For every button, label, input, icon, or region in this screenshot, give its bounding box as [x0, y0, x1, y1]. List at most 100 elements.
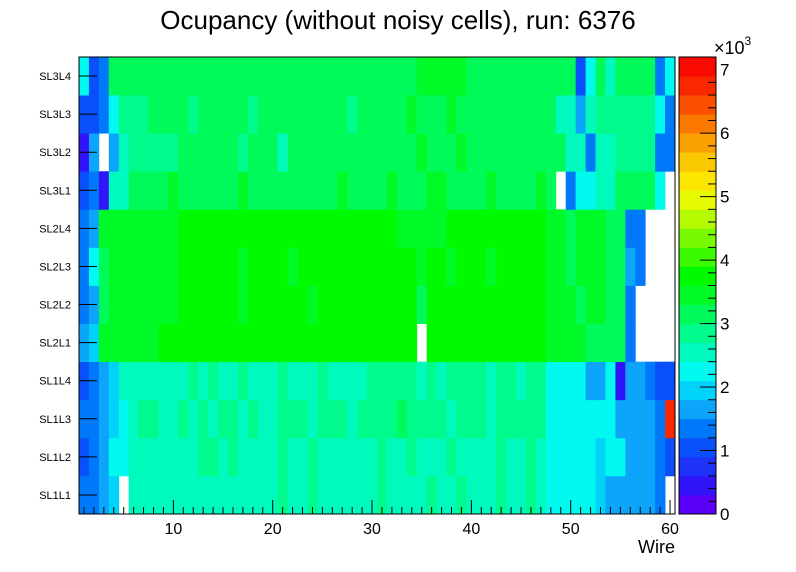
heatmap-cell [168, 475, 179, 515]
heatmap-cell [327, 361, 338, 401]
heatmap-cell [625, 133, 636, 172]
heatmap-cell [555, 437, 567, 477]
heatmap-cell [545, 437, 557, 477]
heatmap-cell [466, 247, 477, 286]
heatmap-cell [416, 361, 428, 401]
heatmap-cell [307, 437, 318, 477]
heatmap-cell [337, 95, 348, 134]
heatmap-cell [148, 399, 159, 439]
heatmap-cell [208, 399, 219, 439]
heatmap-cell [198, 209, 209, 248]
heatmap-cell [496, 399, 507, 439]
heatmap-cell [386, 95, 398, 134]
heatmap-cell [535, 247, 547, 286]
heatmap-cell [287, 57, 298, 96]
color-scale-swatch [679, 323, 716, 344]
heatmap-cell [257, 171, 269, 210]
heatmap-cell [188, 361, 199, 401]
heatmap-cell [585, 475, 596, 515]
heatmap-cell [585, 285, 596, 324]
color-scale-swatch [679, 285, 716, 305]
heatmap-cell [526, 475, 537, 515]
heatmap-cell [386, 437, 398, 477]
heatmap-cell [476, 323, 487, 363]
heatmap-cell [476, 437, 487, 477]
heatmap-cell [158, 323, 169, 363]
heatmap-cell [665, 57, 676, 96]
heatmap-cell [267, 475, 279, 515]
heatmap-cell [535, 209, 547, 248]
heatmap-cell [327, 437, 338, 477]
heatmap-cell [188, 399, 199, 439]
heatmap-cell [506, 133, 517, 172]
heatmap-cell [228, 247, 239, 286]
heatmap-cell [168, 57, 179, 96]
heatmap-cell [545, 57, 557, 96]
heatmap-cell [357, 209, 368, 248]
heatmap-cell [516, 133, 527, 172]
heatmap-cell [257, 437, 269, 477]
heatmap-cell [406, 95, 418, 134]
heatmap-cell [625, 437, 636, 477]
heatmap-cell [406, 437, 418, 477]
heatmap-cell [486, 95, 497, 134]
color-scale-tick-label: 6 [720, 124, 729, 143]
heatmap-cell [267, 171, 279, 210]
heatmap-cell [317, 437, 328, 477]
y-tick-label: SL2L1 [39, 338, 71, 350]
heatmap-cell [426, 209, 437, 248]
heatmap-cell [595, 437, 606, 477]
color-scale-swatch [679, 456, 716, 477]
heatmap-cell [108, 399, 120, 439]
heatmap-cell [287, 95, 298, 134]
heatmap-cell [406, 247, 418, 286]
heatmap-cell [168, 285, 179, 324]
heatmap-cell [585, 133, 596, 172]
heatmap-cell [516, 323, 527, 363]
heatmap-cell [98, 57, 110, 96]
heatmap-cell [496, 57, 507, 96]
heatmap-cell [108, 95, 120, 134]
heatmap-cell [148, 361, 159, 401]
heatmap-cell [585, 399, 596, 439]
heatmap-cell [347, 171, 358, 210]
heatmap-cell [218, 323, 229, 363]
heatmap-cell [277, 399, 288, 439]
color-scale-ticks: 0 1 2 3 4 5 6 7 [700, 61, 729, 524]
heatmap-cell [456, 285, 467, 324]
heatmap-cell [585, 95, 596, 134]
heatmap-cell [367, 399, 378, 439]
color-scale-swatch [679, 152, 716, 172]
heatmap-cell [138, 323, 149, 363]
heatmap-cell [247, 437, 259, 477]
heatmap-cell [456, 399, 467, 439]
y-tick-label: SL2L4 [39, 223, 71, 235]
heatmap-cell [198, 399, 209, 439]
heatmap-cell [237, 323, 249, 363]
heatmap-cell [188, 323, 199, 363]
heatmap-cell [406, 57, 418, 96]
heatmap-cell [386, 133, 398, 172]
heatmap-cell [466, 475, 477, 515]
heatmap-cell [357, 323, 368, 363]
heatmap-cell [396, 361, 408, 401]
heatmap-cell [287, 437, 298, 477]
heatmap-cell [218, 95, 229, 134]
heatmap-cell [565, 475, 577, 515]
heatmap-cell [535, 475, 547, 515]
heatmap-cell [208, 57, 219, 96]
heatmap-cell [198, 475, 209, 515]
heatmap-cell [357, 95, 368, 134]
heatmap-cell [98, 247, 110, 286]
heatmap-cell [377, 133, 388, 172]
heatmap-cell [337, 285, 348, 324]
heatmap-cell [347, 57, 358, 96]
color-scale-swatch [679, 437, 716, 458]
heatmap-cell [347, 133, 358, 172]
x-axis-label: Wire [638, 537, 675, 557]
heatmap-cell [168, 437, 179, 477]
heatmap-cell [188, 475, 199, 515]
heatmap-cell [247, 209, 259, 248]
heatmap-cell [575, 323, 586, 363]
heatmap-cell [317, 95, 328, 134]
